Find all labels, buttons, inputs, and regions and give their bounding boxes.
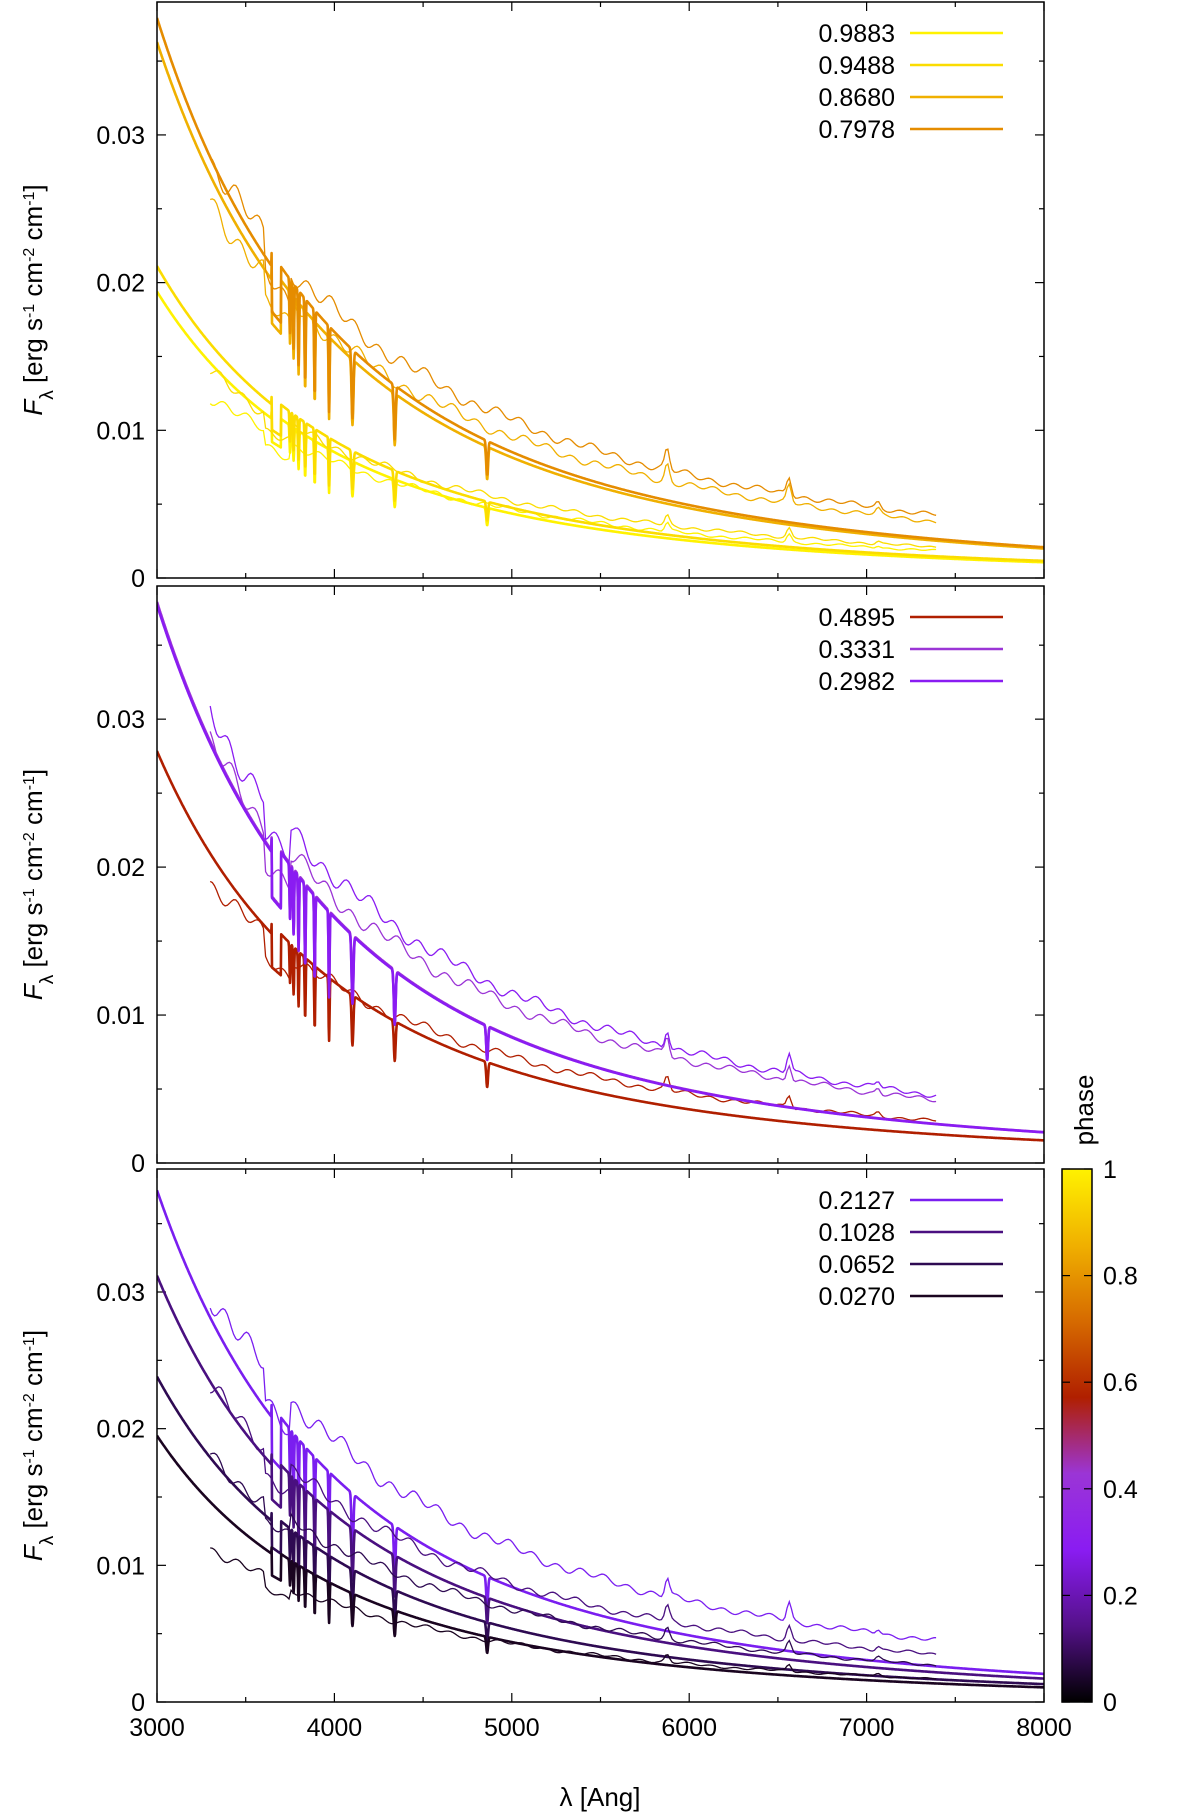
model-spectrum-0.4895 [157,750,1044,1142]
legend: 0.4895 0.3331 0.2982 [819,604,1003,696]
colorbar-tick-label: 0.2 [1103,1582,1138,1610]
x-tick-label: 8000 [1016,1714,1072,1742]
model-spectrum-0.9883 [157,290,1044,564]
x-tick-label: 7000 [839,1714,895,1742]
observed-spectrum-0.0652 [209,1452,937,1667]
series-lines [157,1189,1044,1689]
colorbar-title: phase [1069,1075,1099,1146]
legend-label: 0.0652 [819,1251,895,1279]
panel-top: 0 0.01 0.02 0.03 Fλ [erg s-1 cm-2 cm-1] 0.988… [18,1,1045,593]
legend-label: 0.9883 [819,20,895,48]
colorbar-gradient [1061,1168,1093,1703]
legend-label: 0.3331 [819,636,895,664]
legend: 0.9883 0.9488 0.8680 0.7978 [819,20,1003,144]
y-tick-label: 0.02 [96,854,145,882]
colorbar: phase 0 0.2 0.4 0.6 0.8 1 [1061,1075,1138,1717]
x-tick-label: 5000 [484,1714,540,1742]
y-tick-label: 0.03 [96,122,145,150]
model-spectrum-0.7978 [157,17,1044,549]
observed-spectrum-0.4895 [209,880,937,1122]
x-axis-label: λ [Ang] [560,1782,641,1812]
model-spectrum-0.9488 [157,265,1044,563]
y-tick-label: 0.03 [96,1279,145,1307]
colorbar-tick-label: 1 [1103,1156,1117,1184]
observed-spectrum-0.2982 [209,705,937,1098]
y-axis-label: Fλ [erg s-1 cm-2 cm-1] [18,184,58,415]
observed-spectrum-0.1028 [209,1386,937,1655]
y-tick-label: 0 [131,1150,145,1178]
observed-spectrum-0.9883 [209,400,937,551]
legend-label: 0.4895 [819,604,895,632]
y-tick-label: 0.01 [96,417,145,445]
legend-label: 0.9488 [819,52,895,80]
y-axis-label: Fλ [erg s-1 cm-2 cm-1] [18,769,58,1000]
model-spectrum-0.2982 [157,604,1044,1134]
legend: 0.2127 0.1028 0.0652 0.0270 [819,1187,1003,1311]
observed-spectrum-0.0270 [210,1547,937,1680]
plot-frame [156,1168,1045,1703]
plot-frame [156,1,1045,579]
panel-bottom: 3000 4000 5000 6000 7000 8000 0 0.01 0.02 0.03 Fλ … [18,1168,1072,1742]
y-tick-label: 0.03 [96,706,145,734]
colorbar-tick-label: 0.4 [1103,1476,1138,1504]
y-tick-label: 0.01 [96,1002,145,1030]
x-tick-label: 3000 [129,1714,185,1742]
y-tick-label: 0.02 [96,1416,145,1444]
series-lines [157,601,1044,1142]
legend-label: 0.2982 [819,668,895,696]
model-spectrum-0.1028 [157,1275,1044,1680]
y-tick-label: 0.01 [96,1552,145,1580]
observed-spectrum-0.7978 [209,157,937,516]
legend-label: 0.7978 [819,116,895,144]
y-tick-label: 0.02 [96,270,145,298]
legend-label: 0.0270 [819,1283,895,1311]
plot-frame [156,585,1045,1164]
y-tick-label: 0 [131,1689,145,1717]
model-spectrum-0.0270 [157,1434,1044,1689]
y-axis-label: Fλ [erg s-1 cm-2 cm-1] [18,1330,58,1561]
observed-spectrum-0.3331 [209,731,937,1103]
y-tick-label: 0 [131,565,145,593]
legend-label: 0.1028 [819,1219,895,1247]
legend-label: 0.8680 [819,84,895,112]
colorbar-tick-label: 0.8 [1103,1263,1138,1291]
legend-label: 0.2127 [819,1187,895,1215]
x-tick-label: 6000 [661,1714,717,1742]
observed-spectrum-0.2127 [209,1307,937,1641]
series-lines [157,17,1044,564]
panel-middle: 0 0.01 0.02 0.03 Fλ [erg s-1 cm-2 cm-1] 0.489… [18,585,1045,1178]
colorbar-tick-label: 0 [1103,1689,1117,1717]
x-tick-label: 4000 [307,1714,363,1742]
colorbar-tick-label: 0.6 [1103,1369,1138,1397]
